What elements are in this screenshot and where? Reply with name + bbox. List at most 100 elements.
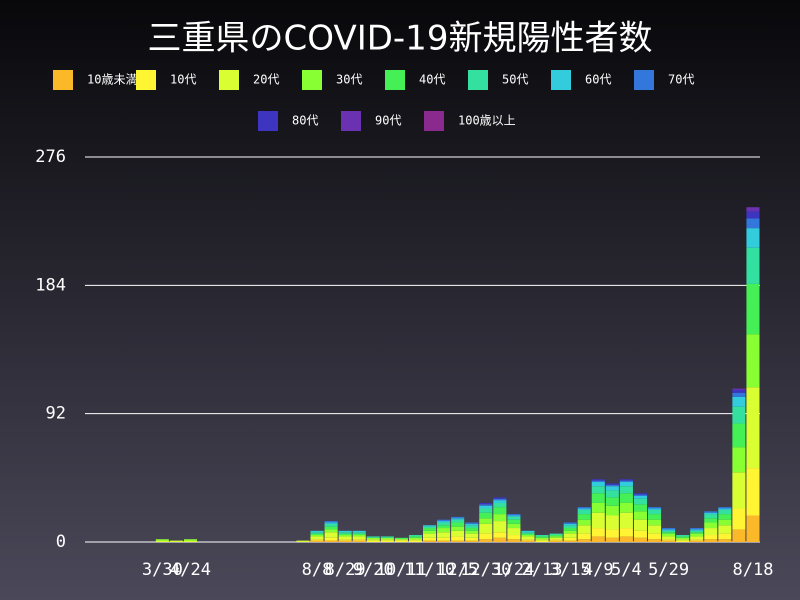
bar-segment xyxy=(662,529,676,531)
bar-segment xyxy=(394,540,408,542)
bar-segment xyxy=(549,535,563,537)
x-tick-label: 8/8 xyxy=(302,560,333,580)
bar-segment xyxy=(591,512,605,529)
x-tick-label: 12/30 xyxy=(460,560,511,580)
legend-swatch xyxy=(258,111,278,131)
bar-segment xyxy=(732,388,746,390)
bar-segment xyxy=(690,529,704,531)
bar-segment xyxy=(451,522,465,527)
bar-segment xyxy=(718,514,732,520)
bar-segment xyxy=(718,509,732,515)
x-tick-label: 4/9 xyxy=(583,560,614,580)
bar-segment xyxy=(577,509,591,515)
legend-swatch xyxy=(551,70,571,90)
bar-segment xyxy=(493,497,507,499)
bar-segment xyxy=(366,539,380,541)
bar-segment xyxy=(296,540,310,542)
bar-segment xyxy=(465,523,479,526)
bar-segment xyxy=(577,533,591,540)
legend-swatch xyxy=(468,70,488,90)
bar-segment xyxy=(732,508,746,530)
bar-segment xyxy=(648,533,662,540)
bar-segment xyxy=(718,508,732,510)
bar-segment xyxy=(451,530,465,537)
legend-label: 50代 xyxy=(502,73,528,87)
bar-segment xyxy=(732,423,746,448)
bar-segment xyxy=(690,530,704,533)
bar-segment xyxy=(549,540,563,542)
bar-segment xyxy=(690,532,704,534)
bar-segment xyxy=(549,536,563,538)
bar-segment xyxy=(648,507,662,509)
x-tick-label: 2/13 xyxy=(522,560,563,580)
bar-segment xyxy=(676,536,690,538)
bar-segment xyxy=(479,502,493,505)
legend-label: 100歳以上 xyxy=(458,114,516,128)
bar-segment xyxy=(633,504,647,512)
x-tick-label: 8/18 xyxy=(732,560,773,580)
bar-segment xyxy=(732,529,746,542)
bar-segment xyxy=(366,540,380,542)
bar-segment xyxy=(338,533,352,536)
bar-segment xyxy=(352,533,366,536)
bar-segment xyxy=(746,211,760,219)
bar-segment xyxy=(465,525,479,529)
bar-segment xyxy=(338,535,352,537)
bar-segment xyxy=(338,540,352,542)
bar-segment xyxy=(507,523,521,529)
bar-segment xyxy=(507,514,521,516)
bar-segment xyxy=(605,529,619,538)
bar-segment xyxy=(619,479,633,481)
x-tick-label: 3/30 xyxy=(142,560,183,580)
bar-segment xyxy=(577,525,591,534)
bar-segment xyxy=(479,518,493,524)
legend-swatch xyxy=(53,70,73,90)
bar-segment xyxy=(704,528,718,536)
bar-segment xyxy=(423,537,437,541)
bar-segment xyxy=(437,525,451,529)
bar-segment xyxy=(338,539,352,541)
bar-segment xyxy=(423,526,437,529)
bar-segment xyxy=(690,536,704,540)
bar-segment xyxy=(352,539,366,541)
bar-segment xyxy=(746,247,760,284)
bar-segment xyxy=(577,508,591,510)
bar-segment xyxy=(394,539,408,541)
bar-segment xyxy=(423,530,437,534)
legend-swatch xyxy=(302,70,322,90)
bar-segment xyxy=(521,535,535,537)
bar-segment xyxy=(662,530,676,533)
legend-swatch xyxy=(634,70,654,90)
bar-segment xyxy=(605,484,619,487)
bar-segment xyxy=(437,540,451,542)
bar-segment xyxy=(183,539,197,541)
bar-segment xyxy=(662,539,676,541)
bar-segment xyxy=(465,528,479,531)
bar-segment xyxy=(746,228,760,248)
legend-swatch xyxy=(341,111,361,131)
bar-segment xyxy=(690,528,704,530)
bar-segment xyxy=(563,522,577,524)
bar-segment xyxy=(535,536,549,538)
bar-segment xyxy=(633,493,647,495)
bar-segment xyxy=(605,483,619,485)
legend-label: 20代 xyxy=(253,73,279,87)
bar-segment xyxy=(352,530,366,533)
bar-segment xyxy=(563,523,577,526)
bar-segment xyxy=(352,535,366,537)
bar-segment xyxy=(549,539,563,541)
y-tick-label: 0 xyxy=(56,532,66,552)
bar-segment xyxy=(493,507,507,515)
bar-segment xyxy=(366,537,380,540)
bar-segment xyxy=(535,535,549,537)
bar-segment xyxy=(746,283,760,335)
bar-segment xyxy=(521,536,535,540)
bar-segment xyxy=(732,406,746,424)
bar-segment xyxy=(662,533,676,537)
bar-segment xyxy=(338,532,352,534)
bar-segment xyxy=(408,540,422,542)
bar-segment xyxy=(310,530,324,533)
bar-segment xyxy=(366,536,380,538)
bar-segment xyxy=(648,519,662,526)
bar-segment xyxy=(619,480,633,483)
